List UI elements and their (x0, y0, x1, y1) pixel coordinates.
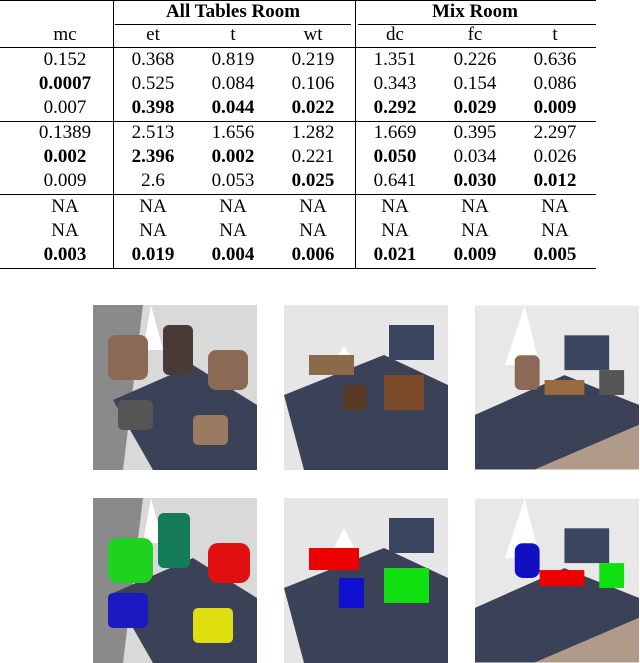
row-stub: 7 (0, 73, 6, 95)
table-cell: NA (461, 196, 489, 217)
row-stub: 0 (0, 244, 6, 266)
table-cell: NA (541, 196, 569, 217)
table-cell: 0.226 (453, 49, 497, 70)
table-cell: NA (381, 196, 409, 217)
table-cell: NA (381, 220, 409, 241)
table-cell: 0.003 (43, 244, 87, 265)
table-cell: 0.009 (533, 97, 577, 118)
table-cell: 0.002 (43, 146, 87, 167)
table-cell: NA (51, 220, 79, 241)
column-rule (355, 0, 356, 268)
table-cell: 0.034 (453, 146, 497, 167)
table-cell: 0.009 (43, 170, 87, 191)
column-rule (113, 0, 114, 268)
table-cell: 0.030 (453, 170, 497, 191)
table-cell: 0.026 (533, 146, 577, 167)
table-cell: 1.351 (373, 49, 417, 70)
group-header: Mix Room (431, 1, 518, 22)
table-cell: 0.029 (453, 97, 497, 118)
table-cell: 0.022 (291, 97, 335, 118)
table-cell: 0.025 (291, 170, 335, 191)
row-stub: 1 (0, 146, 6, 168)
table-cell: 0.1389 (38, 122, 92, 143)
column-header: fc (467, 24, 483, 45)
segmentation-image (93, 498, 257, 663)
table-cell: 2.513 (131, 122, 175, 143)
table-cell: 0.368 (131, 49, 175, 70)
table-cell: 0.636 (533, 49, 577, 70)
table-cell: 0.007 (43, 97, 87, 118)
table-cell: 0.0007 (38, 73, 92, 94)
table-cell: 0.021 (373, 244, 417, 265)
table-cell: 0.044 (211, 97, 255, 118)
table-cell: 1.669 (373, 122, 417, 143)
group-rule (115, 24, 351, 25)
table-cell: NA (219, 196, 247, 217)
table-cell: 0.004 (211, 244, 255, 265)
table-cell: 0.009 (453, 244, 497, 265)
header-rule (0, 47, 596, 48)
table-cell: NA (299, 220, 327, 241)
table-cell: 1.656 (211, 122, 255, 143)
table-cell: 0.019 (131, 244, 175, 265)
table-cell: 2.297 (533, 122, 577, 143)
group-rule (358, 24, 596, 25)
table-cell: NA (51, 196, 79, 217)
table-cell: 0.152 (43, 49, 87, 70)
table-cell: NA (139, 196, 167, 217)
table-cell: 0.106 (291, 73, 335, 94)
table-cell: NA (219, 220, 247, 241)
column-header: o (0, 24, 6, 46)
scene-image (475, 305, 639, 470)
table-cell: 1.282 (291, 122, 335, 143)
table-cell: 0.012 (533, 170, 577, 191)
table-cell: 0.221 (291, 146, 335, 167)
table-cell: 0.292 (373, 97, 417, 118)
column-header: wt (303, 24, 323, 45)
table-cell: 0.154 (453, 73, 497, 94)
section-rule (0, 121, 596, 122)
table-cell: NA (461, 220, 489, 241)
section-rule (0, 194, 596, 195)
row-stub: 1 (0, 97, 6, 119)
table-cell: 0.525 (131, 73, 175, 94)
row-stub: 0 (0, 170, 6, 192)
row-stub: 0 (0, 122, 6, 144)
bottom-rule (0, 268, 596, 269)
table-cell: NA (139, 220, 167, 241)
scene-image (284, 305, 448, 470)
column-header: mc (53, 24, 77, 45)
group-header: All Tables Room (165, 1, 301, 22)
table-cell: 0.050 (373, 146, 417, 167)
segmentation-image (284, 498, 448, 663)
column-header: t (552, 24, 558, 45)
segmentation-image (475, 498, 639, 663)
table-cell: 0.343 (373, 73, 417, 94)
column-header: dc (386, 24, 404, 45)
table-cell: 0.641 (373, 170, 417, 191)
table-cell: NA (299, 196, 327, 217)
table-cell: 2.6 (141, 170, 165, 191)
scene-image (93, 305, 257, 470)
table-cell: 0.053 (211, 170, 255, 191)
table-cell: 0.005 (533, 244, 577, 265)
table-cell: 0.398 (131, 97, 175, 118)
table-cell: 0.819 (211, 49, 255, 70)
column-header: t (230, 24, 236, 45)
table-cell: 0.086 (533, 73, 577, 94)
table-cell: 0.084 (211, 73, 255, 94)
table-cell: 0.002 (211, 146, 255, 167)
table-cell: 0.219 (291, 49, 335, 70)
table-cell: 0.395 (453, 122, 497, 143)
table-cell: NA (541, 220, 569, 241)
table-cell: 0.006 (291, 244, 335, 265)
row-stub: c (0, 49, 6, 71)
top-rule (0, 0, 596, 1)
column-header: et (146, 24, 160, 45)
table-cell: 2.396 (131, 146, 175, 167)
